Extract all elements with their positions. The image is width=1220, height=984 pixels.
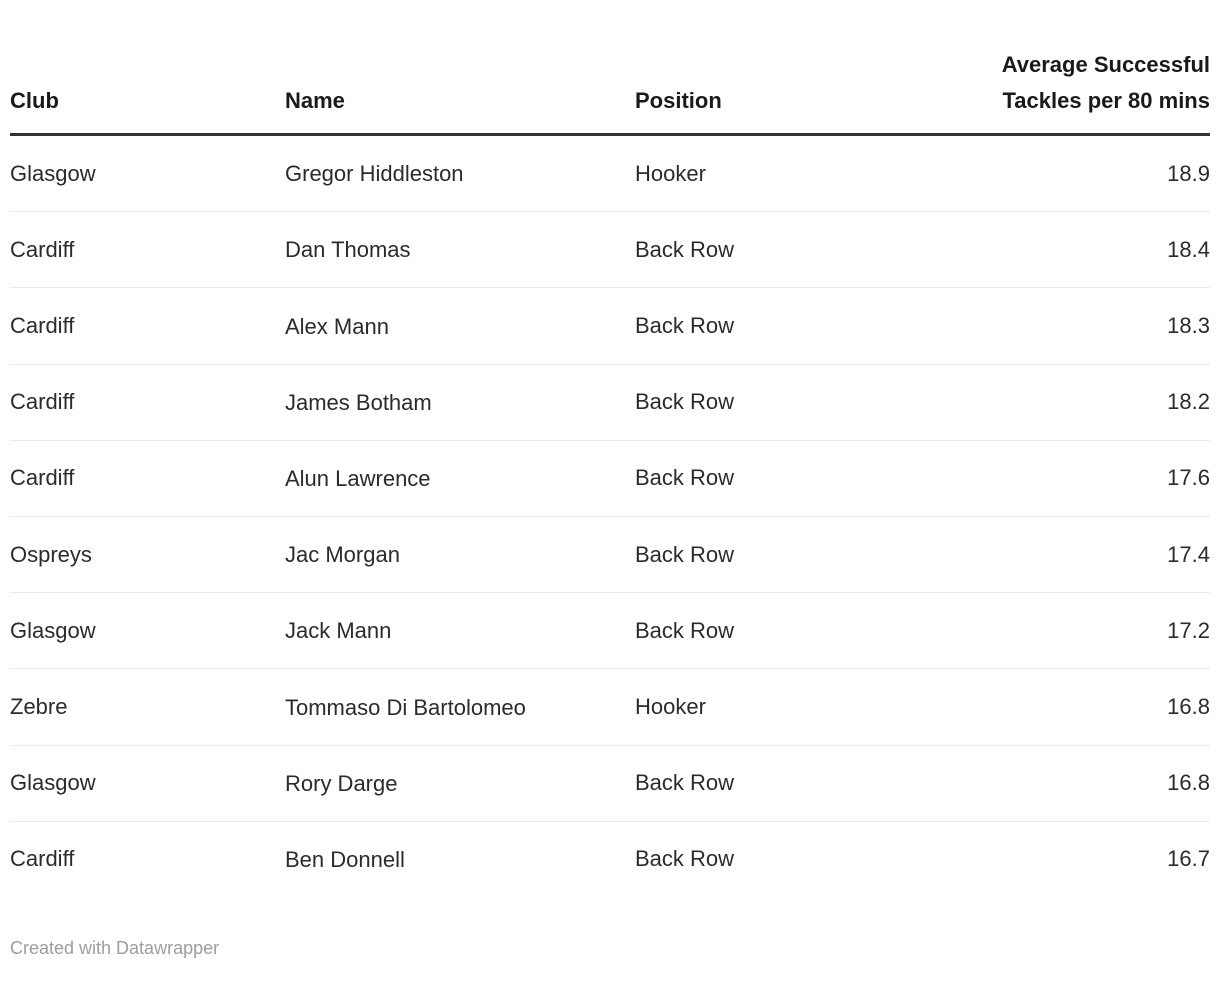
cell-position: Back Row bbox=[635, 592, 925, 670]
cell-club: Glasgow bbox=[10, 592, 285, 670]
cell-value: 18.9 bbox=[925, 134, 1210, 213]
cell-value: 17.6 bbox=[925, 440, 1210, 517]
table-row: Cardiff Ben Donnell Back Row 16.7 bbox=[10, 821, 1210, 897]
cell-name: Jac Morgan bbox=[285, 516, 635, 594]
cell-position: Back Row bbox=[635, 440, 925, 517]
table-row: Glasgow Gregor Hiddleston Hooker 18.9 bbox=[10, 134, 1210, 213]
cell-name: Alun Lawrence bbox=[285, 440, 635, 517]
table-row: Ospreys Jac Morgan Back Row 17.4 bbox=[10, 516, 1210, 594]
col-header-tackles: Average Successful Tackles per 80 mins bbox=[925, 0, 1210, 136]
cell-position: Hooker bbox=[635, 134, 925, 213]
col-header-name: Name bbox=[285, 0, 635, 136]
cell-name-text: Ben Donnell bbox=[285, 846, 405, 872]
cell-name: Dan Thomas bbox=[285, 211, 635, 289]
col-header-club: Club bbox=[10, 0, 285, 136]
cell-name-text: Tommaso Di Bartolomeo bbox=[285, 694, 526, 720]
cell-club: Glasgow bbox=[10, 745, 285, 822]
cell-name-text: Alex Mann bbox=[285, 313, 389, 339]
cell-position: Back Row bbox=[635, 364, 925, 441]
cell-name-text: Dan Thomas bbox=[285, 237, 411, 263]
data-table: Club Name Position Average Successful Ta… bbox=[10, 0, 1210, 897]
cell-position: Back Row bbox=[635, 745, 925, 822]
cell-club: Zebre bbox=[10, 668, 285, 746]
table-row: Cardiff James Botham Back Row 18.2 bbox=[10, 364, 1210, 441]
table-row: Glasgow Rory Darge Back Row 16.8 bbox=[10, 745, 1210, 822]
cell-value: 16.8 bbox=[925, 668, 1210, 746]
cell-value: 18.2 bbox=[925, 364, 1210, 441]
table-row: Cardiff Alun Lawrence Back Row 17.6 bbox=[10, 440, 1210, 517]
cell-value: 17.2 bbox=[925, 592, 1210, 670]
cell-value: 16.8 bbox=[925, 745, 1210, 822]
col-header-position: Position bbox=[635, 0, 925, 136]
table-body: Glasgow Gregor Hiddleston Hooker 18.9 Ca… bbox=[10, 134, 1210, 897]
cell-name-text: Jac Morgan bbox=[285, 542, 400, 568]
cell-name: Alex Mann bbox=[285, 287, 635, 365]
cell-position: Back Row bbox=[635, 846, 735, 872]
cell-name-text: James Botham bbox=[285, 389, 432, 415]
cell-name: Gregor Hiddleston bbox=[285, 134, 635, 213]
table-row: Zebre Tommaso Di Bartolomeo Hooker 16.8 bbox=[10, 668, 1210, 746]
attribution: Created with Datawrapper bbox=[10, 897, 1210, 973]
cell-value: 18.3 bbox=[925, 287, 1210, 365]
cell-name: Rory Darge bbox=[285, 745, 635, 822]
cell-name-text: Rory Darge bbox=[285, 770, 398, 796]
cell-club: Glasgow bbox=[10, 134, 285, 213]
table-row: Cardiff Dan Thomas Back Row 18.4 bbox=[10, 211, 1210, 289]
cell-position: Back Row bbox=[635, 287, 925, 365]
cell-position: Hooker bbox=[635, 668, 925, 746]
cell-club: Cardiff bbox=[10, 287, 285, 365]
cell-name: Tommaso Di Bartolomeo bbox=[285, 668, 635, 746]
cell-club: Cardiff bbox=[10, 846, 75, 872]
cell-name-text: Jack Mann bbox=[285, 618, 392, 644]
cell-club: Cardiff bbox=[10, 440, 285, 517]
cell-club: Cardiff bbox=[10, 364, 285, 441]
cell-name: James Botham bbox=[285, 364, 635, 441]
cell-position: Back Row bbox=[635, 516, 925, 594]
cell-value: 18.4 bbox=[925, 211, 1210, 289]
cell-position: Back Row bbox=[635, 211, 925, 289]
cell-value: 16.7 bbox=[1167, 846, 1210, 872]
cell-name: Jack Mann bbox=[285, 592, 635, 670]
cell-club: Ospreys bbox=[10, 516, 285, 594]
cell-name: Ben Donnell bbox=[285, 821, 635, 897]
cell-name-text: Gregor Hiddleston bbox=[285, 161, 464, 187]
table-row: Cardiff Alex Mann Back Row 18.3 bbox=[10, 287, 1210, 365]
cell-name-text: Alun Lawrence bbox=[285, 465, 431, 491]
table-row: Glasgow Jack Mann Back Row 17.2 bbox=[10, 592, 1210, 670]
datawrapper-credit-link[interactable]: Created with Datawrapper bbox=[10, 937, 220, 958]
col-header-tackles-label: Average Successful Tackles per 80 mins bbox=[1001, 52, 1210, 113]
cell-club: Cardiff bbox=[10, 211, 285, 289]
header-row: Club Name Position Average Successful Ta… bbox=[10, 0, 1210, 136]
cell-value: 17.4 bbox=[925, 516, 1210, 594]
